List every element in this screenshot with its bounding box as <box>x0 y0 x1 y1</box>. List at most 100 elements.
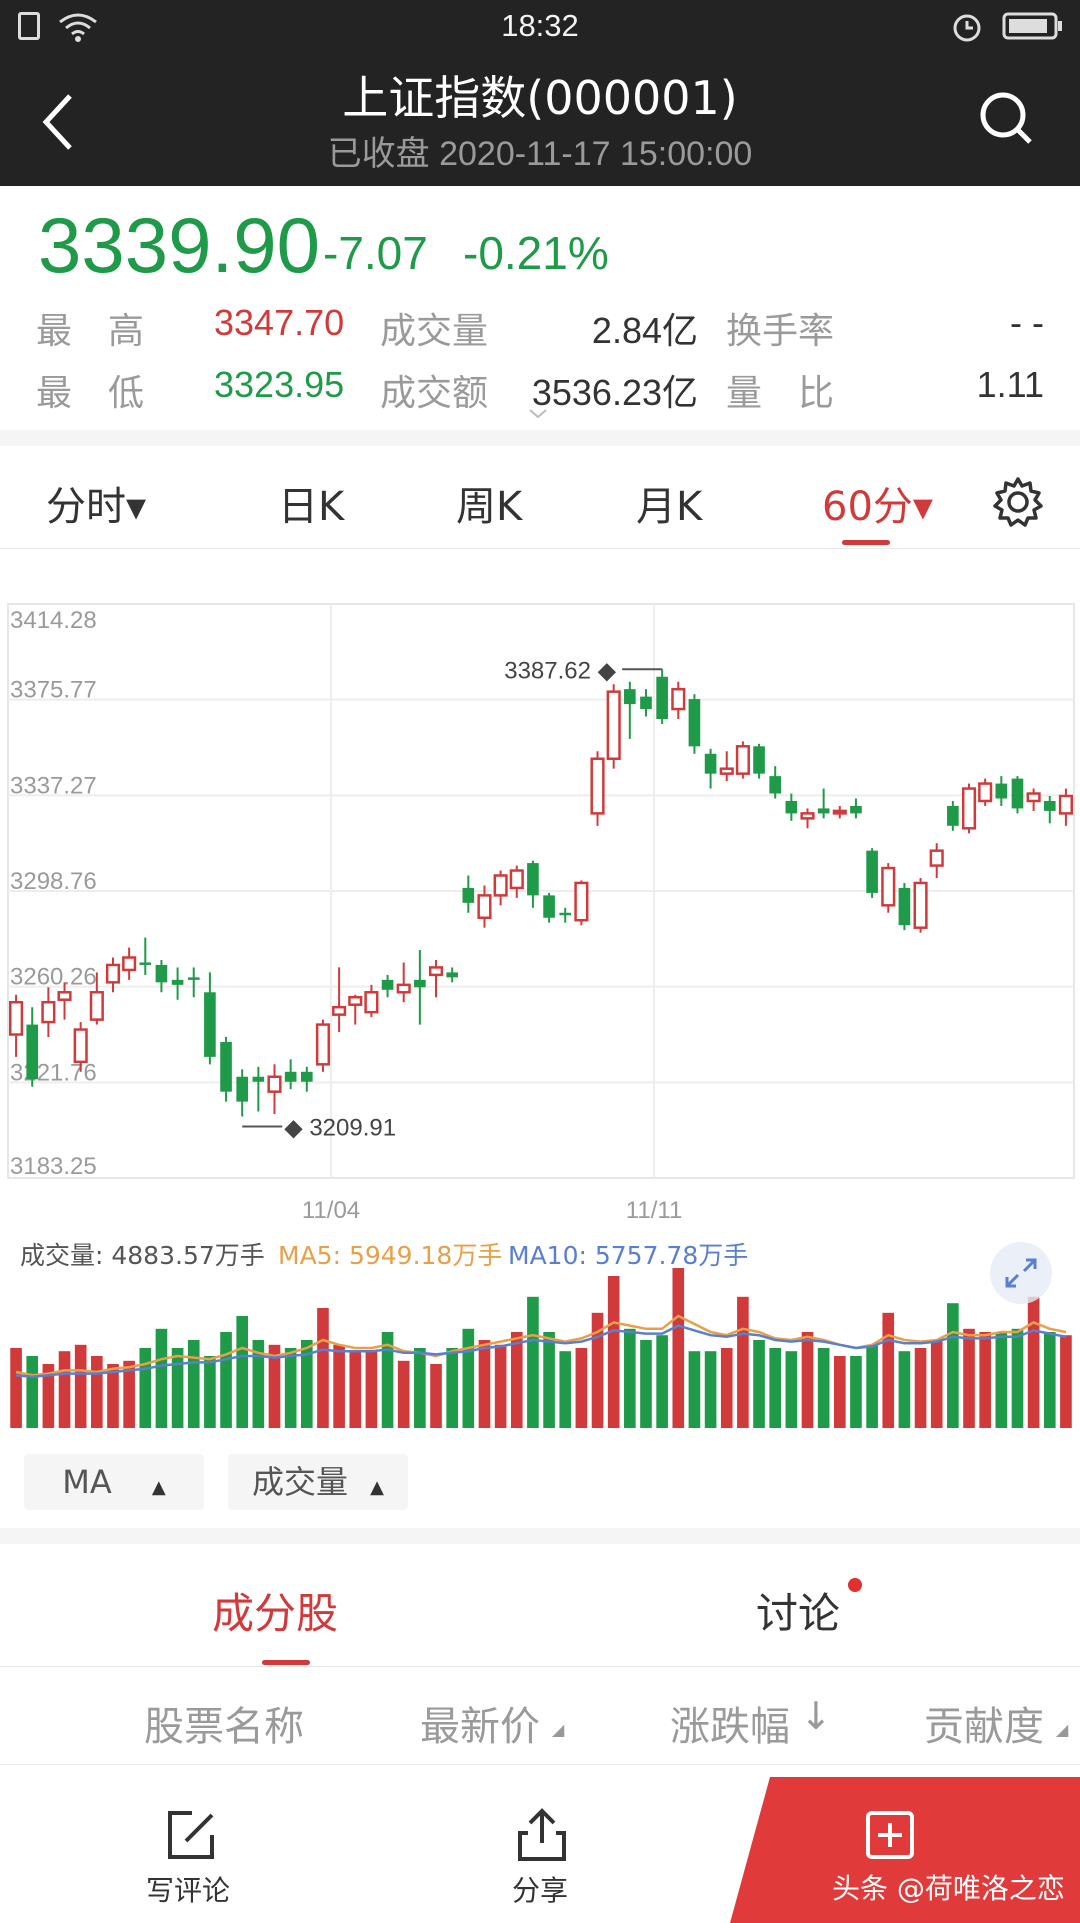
volume-bar <box>478 1340 491 1428</box>
ma10-legend: MA10: 5757.78万手 <box>508 1241 749 1270</box>
volume-bar <box>704 1351 717 1428</box>
sort-icon: ◢ <box>1056 1720 1069 1739</box>
volume-bar <box>1027 1296 1040 1428</box>
candle-body <box>817 808 830 814</box>
expand-icon <box>1005 1258 1037 1288</box>
high-label: 最 高 <box>36 311 145 352</box>
volume-bar <box>947 1303 959 1428</box>
active-tab-indicator <box>262 1660 310 1665</box>
low-label: 最 低 <box>36 373 145 414</box>
min-price-label: ◆ 3209.91 <box>284 1115 396 1142</box>
candle-body <box>364 991 379 1014</box>
tab-constituents[interactable]: 成分股 <box>212 1589 339 1638</box>
volume-bar <box>333 1344 345 1428</box>
tab-intraday[interactable]: 分时▾ <box>46 484 147 530</box>
volume-bar <box>284 1348 297 1428</box>
volume-bar <box>317 1308 329 1428</box>
volume-bar <box>139 1348 152 1428</box>
candle-body <box>493 874 508 897</box>
volume-bar <box>462 1328 475 1428</box>
candle-body <box>315 1023 331 1066</box>
column-latest-price[interactable]: 最新价 <box>420 1704 540 1750</box>
volume-bar <box>640 1340 652 1428</box>
candle-body <box>606 690 621 760</box>
candle-body <box>961 787 977 830</box>
volume-bar <box>737 1296 749 1428</box>
volume-bar <box>220 1332 232 1428</box>
amount-label: 成交额 <box>380 373 489 414</box>
candle-body <box>898 887 911 926</box>
candle-body <box>1058 794 1073 815</box>
candle-body <box>753 746 765 774</box>
tab-weekly-k[interactable]: 周K <box>456 484 523 530</box>
candle-body <box>881 866 896 907</box>
volume-bar <box>672 1268 685 1428</box>
volume-bar <box>898 1351 911 1428</box>
ma-indicator-button[interactable]: MA ▲ <box>24 1454 204 1510</box>
write-comment-label: 写评论 <box>146 1874 231 1907</box>
notification-dot <box>848 1578 862 1592</box>
volume-bar <box>850 1356 862 1428</box>
price-change: -7.07 <box>323 227 428 279</box>
candle-body <box>509 869 524 890</box>
column-change-percent[interactable]: 涨跌幅 <box>670 1704 790 1750</box>
write-comment-button[interactable]: 写评论 <box>130 1805 250 1909</box>
volume-bar <box>430 1364 442 1428</box>
volume-bar <box>91 1356 103 1428</box>
candle-body <box>735 745 750 775</box>
column-contribution[interactable]: 贡献度 <box>924 1704 1044 1750</box>
back-button[interactable] <box>38 92 78 152</box>
volume-bar <box>769 1348 782 1428</box>
tab-monthly-k[interactable]: 月K <box>636 484 703 530</box>
volume-bar <box>527 1296 539 1428</box>
bottom-action-bar: 写评论 分享 头条 @荷唯洛之恋 <box>0 1764 1080 1923</box>
candle-body <box>9 1000 24 1036</box>
page-subtitle: 已收盘 2020-11-17 15:00:00 <box>327 135 753 173</box>
turnover-value: - - <box>1010 302 1044 343</box>
settings-gear-icon[interactable] <box>990 474 1046 530</box>
expand-chevron-icon[interactable] <box>528 408 548 420</box>
turnover-label: 换手率 <box>726 311 835 352</box>
candle-body <box>139 962 152 965</box>
add-watchlist-button[interactable] <box>730 1777 1080 1923</box>
volume-bar <box>882 1312 895 1428</box>
candle-body <box>640 696 652 710</box>
candle-body <box>543 895 555 918</box>
tab-daily-k[interactable]: 日K <box>278 484 345 530</box>
active-tab-indicator <box>842 540 890 545</box>
volume-indicator-button[interactable]: 成交量 ▲ <box>228 1454 408 1510</box>
tab-discussion[interactable]: 讨论 <box>756 1589 841 1638</box>
volume-bar <box>591 1312 604 1428</box>
volume-bar <box>930 1340 943 1428</box>
volume-bar <box>963 1328 975 1428</box>
tab-60-minute[interactable]: 60分▾ <box>822 484 933 530</box>
volume-bar <box>58 1351 71 1428</box>
share-label: 分享 <box>512 1874 569 1907</box>
column-stock-name[interactable]: 股票名称 <box>144 1704 304 1750</box>
volume-bar <box>365 1351 378 1428</box>
caret-up-icon: ▲ <box>370 1477 385 1498</box>
volume-bar <box>510 1332 523 1428</box>
search-icon[interactable] <box>976 88 1036 148</box>
y-tick-label: 3414.28 <box>10 607 97 634</box>
candle-body <box>26 1024 39 1080</box>
battery-icon <box>1002 12 1062 40</box>
candle-body <box>1043 800 1056 811</box>
volume-legend: 成交量: 4883.57万手 <box>20 1241 265 1270</box>
volume-chart[interactable] <box>0 1228 1080 1432</box>
candle-body <box>574 881 589 922</box>
candlestick-chart[interactable]: 3414.28 3375.77 3337.27 3298.76 3260.26 3221.… <box>0 590 1080 1230</box>
max-price-label: 3387.62 ◆ <box>504 657 616 684</box>
share-button[interactable]: 分享 <box>500 1805 590 1909</box>
volume-bar <box>753 1340 765 1428</box>
sort-icon: ◢ <box>552 1720 565 1739</box>
candle-body <box>414 979 426 988</box>
wifi-icon <box>59 13 97 42</box>
fullscreen-button[interactable] <box>990 1242 1052 1304</box>
index-price: 3339.90 <box>38 201 320 289</box>
volume-bar <box>656 1335 668 1428</box>
edit-icon <box>168 1811 214 1859</box>
volume-bar <box>252 1340 265 1428</box>
volume-bar <box>607 1276 620 1428</box>
candle-body <box>252 1076 265 1082</box>
